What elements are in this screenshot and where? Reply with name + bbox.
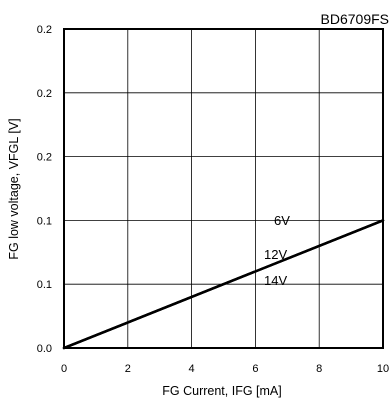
series-label-6v: 6V — [274, 213, 290, 228]
series-lines — [62, 219, 385, 350]
chart-title: BD6709FS — [321, 11, 389, 27]
series-label-14v: 14V — [264, 273, 287, 288]
series-line-14v — [62, 219, 385, 350]
plot-frame — [63, 28, 384, 349]
series-label-12v: 12V — [264, 247, 287, 262]
y-tick-label: 0.2 — [37, 88, 52, 100]
x-axis-label: FG Current, IFG [mA] — [162, 384, 281, 398]
x-tick-label: 0 — [61, 363, 67, 375]
x-tick-label: 10 — [377, 363, 389, 375]
y-tick-label: 0.1 — [37, 215, 52, 227]
x-tick-labels: 0 2 4 6 8 10 — [61, 363, 389, 375]
y-tick-label: 0.2 — [37, 152, 52, 164]
y-tick-labels: 0.0 0.1 0.1 0.2 0.2 0.2 — [37, 24, 52, 355]
x-tick-label: 8 — [316, 363, 322, 375]
x-tick-label: 4 — [189, 363, 195, 375]
y-axis-label: FG low voltage, VFGL [V] — [7, 118, 21, 259]
y-tick-label: 0.1 — [37, 279, 52, 291]
y-tick-label: 0.0 — [37, 343, 52, 355]
x-tick-label: 6 — [252, 363, 258, 375]
y-tick-label: 0.2 — [37, 24, 52, 36]
x-tick-label: 2 — [125, 363, 131, 375]
grid — [63, 28, 384, 349]
